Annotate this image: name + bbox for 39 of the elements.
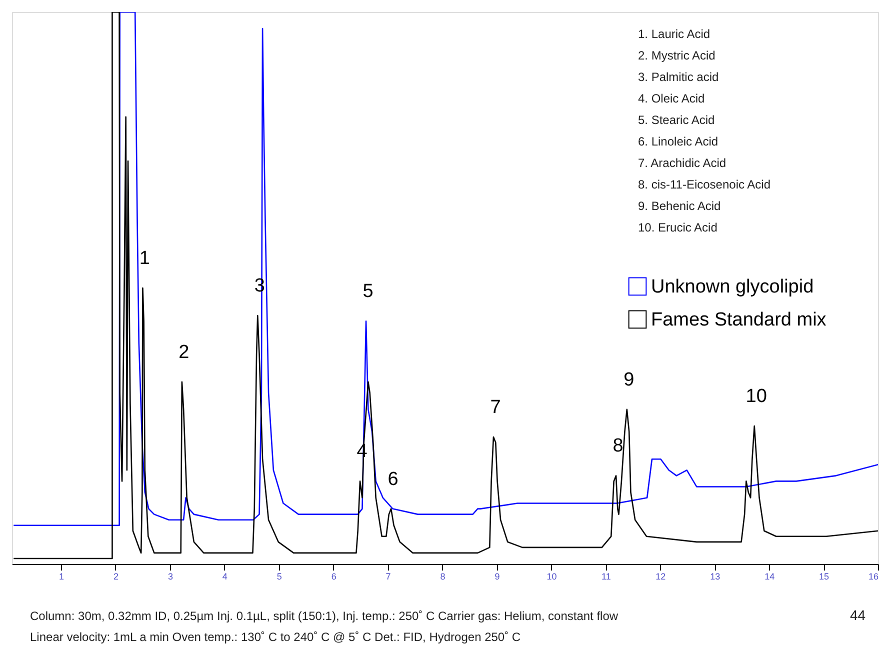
annotation: 2 xyxy=(178,342,190,363)
text: Linear velocity: 1mL a min Oven temp.: 130˚ C to 240˚ C @ 5˚ C Det.: FID, Hydrogen 250˚ C xyxy=(30,630,521,644)
text: 44 xyxy=(850,607,866,623)
x-tick-label: 15 xyxy=(819,572,830,582)
annotation: 10 xyxy=(746,386,767,407)
annotation: 7. Arachidic Acid xyxy=(638,156,726,170)
legend-label: Fames Standard mix xyxy=(651,309,827,330)
x-tick-label: 4 xyxy=(222,572,228,582)
annotation: 2. Mystric Acid xyxy=(638,48,716,62)
annotation: 3. Palmitic acid xyxy=(638,70,719,84)
annotation: 9 xyxy=(624,369,634,390)
x-tick-label: 3 xyxy=(168,572,173,582)
annotation: 5 xyxy=(362,281,374,302)
x-tick-label: 8 xyxy=(440,572,446,582)
x-tick-label: 10 xyxy=(546,572,557,582)
annotation: 7 xyxy=(490,397,501,418)
x-tick-label: 7 xyxy=(386,572,391,582)
annotation: 10. Erucic Acid xyxy=(638,220,718,234)
x-tick-label: 1 xyxy=(59,572,64,582)
annotation: 4. Oleic Acid xyxy=(638,92,705,106)
annotation: 8 xyxy=(612,436,624,457)
x-tick-label: 14 xyxy=(764,572,775,582)
annotation: 9. Behenic Acid xyxy=(638,199,721,213)
annotation: 8. cis-11-Eicosenoic Acid xyxy=(638,178,771,192)
annotation: 5. Stearic Acid xyxy=(638,113,715,127)
annotation: 6. Linoleic Acid xyxy=(638,134,718,148)
annotation: 1. Lauric Acid xyxy=(638,27,710,41)
x-tick-label: 6 xyxy=(331,572,336,582)
x-tick-label: 16 xyxy=(868,572,878,582)
x-tick-label: 5 xyxy=(276,572,282,582)
legend-label: Unknown glycolipid xyxy=(651,276,814,298)
text: Column: 30m, 0.32mm ID, 0.25µm Inj. 0.1µL, split (150:1), Inj. temp.: 250˚ C Carrier gas: Helium, constant flow xyxy=(30,609,618,623)
x-tick-label: 2 xyxy=(113,572,118,582)
x-tick-label: 12 xyxy=(656,572,666,582)
annotation: 6 xyxy=(388,468,398,490)
x-tick-label: 11 xyxy=(602,572,611,582)
x-tick-label: 13 xyxy=(710,572,720,582)
x-tick-label: 9 xyxy=(494,572,500,582)
annotation: 1 xyxy=(139,248,150,269)
